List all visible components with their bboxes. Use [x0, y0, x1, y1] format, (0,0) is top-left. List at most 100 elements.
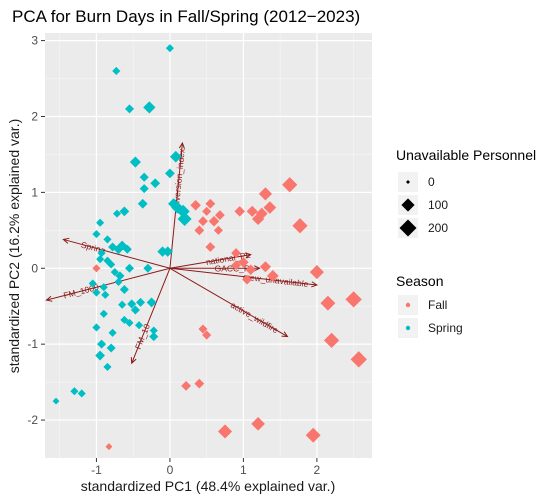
spring-point	[165, 44, 174, 53]
loading-arrow-head	[244, 252, 252, 259]
fall-point	[251, 417, 265, 431]
loading-arrow-head	[253, 265, 261, 272]
size-legend-title: Unavailable Personnel	[396, 147, 536, 163]
spring-point	[127, 299, 137, 309]
y-tick-label: 3	[31, 34, 38, 48]
spring-point	[130, 305, 140, 315]
x-tick-label: -1	[91, 463, 102, 477]
season-legend-label: Spring	[428, 321, 463, 335]
spring-point	[119, 206, 130, 217]
spring-point	[119, 285, 129, 295]
y-tick-label: -1	[27, 337, 38, 351]
spring-point	[135, 321, 144, 330]
fall-point	[198, 216, 208, 227]
spring-point	[136, 297, 146, 307]
fall-point	[213, 225, 223, 235]
spring-point	[124, 104, 135, 114]
spring-point	[112, 209, 122, 218]
fall-point	[214, 210, 225, 221]
season-legend-symbol	[405, 325, 411, 331]
spring-point	[103, 235, 112, 244]
size-legend-symbol	[401, 198, 415, 212]
fall-point	[205, 242, 216, 252]
loading-arrow-head	[45, 295, 53, 302]
loading-arrow-line	[169, 254, 251, 269]
spring-point	[118, 300, 127, 309]
fall-point	[263, 201, 277, 214]
season-legend: Season Fall Spring	[396, 273, 463, 338]
spring-point	[99, 283, 108, 292]
spring-point	[149, 326, 158, 335]
spring-point	[139, 172, 149, 182]
spring-point	[122, 244, 132, 254]
fall-point	[282, 177, 298, 193]
spring-point	[97, 339, 107, 349]
spring-point	[99, 309, 108, 318]
size-legend-label: 0	[428, 175, 435, 189]
fall-point	[242, 274, 252, 285]
x-axis-title: standardized PC1 (48.4% explained var.)	[81, 478, 335, 494]
fall-point	[198, 324, 208, 334]
y-tick-label: 1	[31, 185, 38, 199]
y-tick-label: -2	[27, 413, 38, 427]
fall-point	[194, 225, 205, 236]
spring-point	[120, 315, 129, 324]
spring-point	[139, 184, 149, 194]
size-legend-symbol	[399, 219, 417, 237]
spring-point	[113, 244, 124, 255]
chart-title: PCA for Burn Days in Fall/Spring (2012−2…	[12, 7, 360, 26]
spring-point	[114, 277, 123, 286]
spring-point	[137, 198, 148, 209]
spring-point	[165, 168, 175, 179]
spring-point	[88, 279, 97, 288]
spring-point	[110, 268, 119, 277]
y-tick-label: 0	[31, 261, 38, 275]
fall-point	[181, 380, 191, 391]
fall-point	[194, 378, 205, 389]
fall-point	[309, 265, 324, 280]
spring-point	[92, 288, 101, 297]
loading-arrow-line	[169, 267, 288, 338]
x-tick-label: 1	[240, 463, 247, 477]
spring-point	[108, 242, 118, 252]
fall-point	[323, 332, 340, 348]
fall-point	[202, 206, 212, 216]
spring-point	[143, 263, 153, 273]
spring-point	[96, 218, 105, 227]
spring-point	[97, 249, 106, 258]
season-legend-symbol	[405, 302, 411, 308]
spring-point	[146, 297, 157, 308]
season-legend-title: Season	[396, 273, 443, 289]
spring-point	[112, 66, 121, 76]
fall-point	[231, 260, 241, 271]
spring-point	[150, 178, 161, 189]
grid-lines	[45, 33, 372, 458]
fall-point	[234, 206, 245, 217]
size-legend-label: 100	[428, 198, 448, 212]
y-tick-label: 2	[31, 109, 38, 123]
spring-point	[143, 101, 156, 114]
spring-point	[77, 389, 86, 398]
spring-point	[169, 150, 182, 163]
spring-point	[92, 230, 101, 239]
spring-point	[177, 211, 192, 226]
spring-point	[96, 255, 105, 264]
spring-point	[115, 271, 125, 281]
loading-arrow-line	[46, 267, 171, 301]
fall-point	[350, 351, 367, 368]
fall-point	[217, 424, 233, 439]
fall-point	[259, 261, 272, 273]
spring-point	[168, 198, 180, 210]
fall-point	[238, 256, 249, 268]
spring-point	[107, 260, 116, 269]
loading-arrow-head	[130, 357, 137, 365]
spring-point	[106, 343, 116, 353]
size-legend-label: 200	[428, 221, 448, 235]
loading-arrow-line	[131, 268, 171, 364]
fall-point	[292, 218, 308, 234]
loading-arrow-line	[63, 238, 171, 269]
fall-point	[208, 215, 220, 227]
loading-arrow-head	[311, 281, 319, 288]
spring-point	[162, 246, 173, 257]
